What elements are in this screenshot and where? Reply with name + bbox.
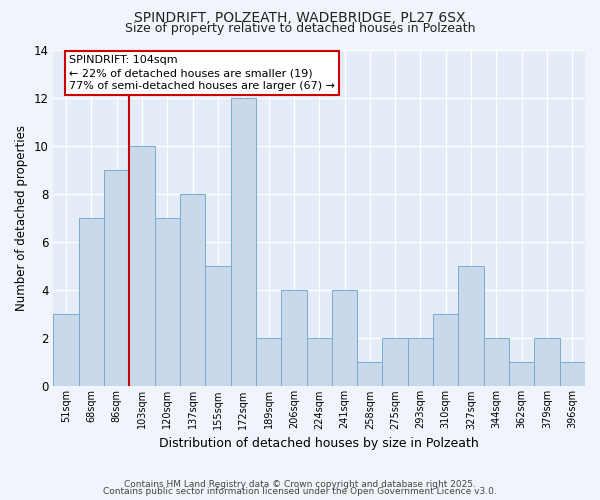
Text: Size of property relative to detached houses in Polzeath: Size of property relative to detached ho… [125,22,475,35]
Bar [130,146,155,386]
Bar [256,338,281,386]
Text: Contains public sector information licensed under the Open Government Licence v3: Contains public sector information licen… [103,487,497,496]
Bar [281,290,307,386]
Bar [79,218,104,386]
Text: Contains HM Land Registry data © Crown copyright and database right 2025.: Contains HM Land Registry data © Crown c… [124,480,476,489]
Bar [332,290,357,386]
Bar [53,314,79,386]
Bar [155,218,180,386]
Bar [509,362,535,386]
Bar [104,170,130,386]
Bar [307,338,332,386]
Text: SPINDRIFT: 104sqm
← 22% of detached houses are smaller (19)
77% of semi-detached: SPINDRIFT: 104sqm ← 22% of detached hous… [70,55,335,92]
X-axis label: Distribution of detached houses by size in Polzeath: Distribution of detached houses by size … [160,437,479,450]
Bar [230,98,256,386]
Bar [433,314,458,386]
Text: SPINDRIFT, POLZEATH, WADEBRIDGE, PL27 6SX: SPINDRIFT, POLZEATH, WADEBRIDGE, PL27 6S… [134,11,466,25]
Bar [408,338,433,386]
Bar [458,266,484,386]
Bar [357,362,382,386]
Bar [535,338,560,386]
Bar [205,266,230,386]
Bar [585,362,600,386]
Bar [180,194,205,386]
Bar [560,362,585,386]
Y-axis label: Number of detached properties: Number of detached properties [15,125,28,311]
Bar [382,338,408,386]
Bar [484,338,509,386]
